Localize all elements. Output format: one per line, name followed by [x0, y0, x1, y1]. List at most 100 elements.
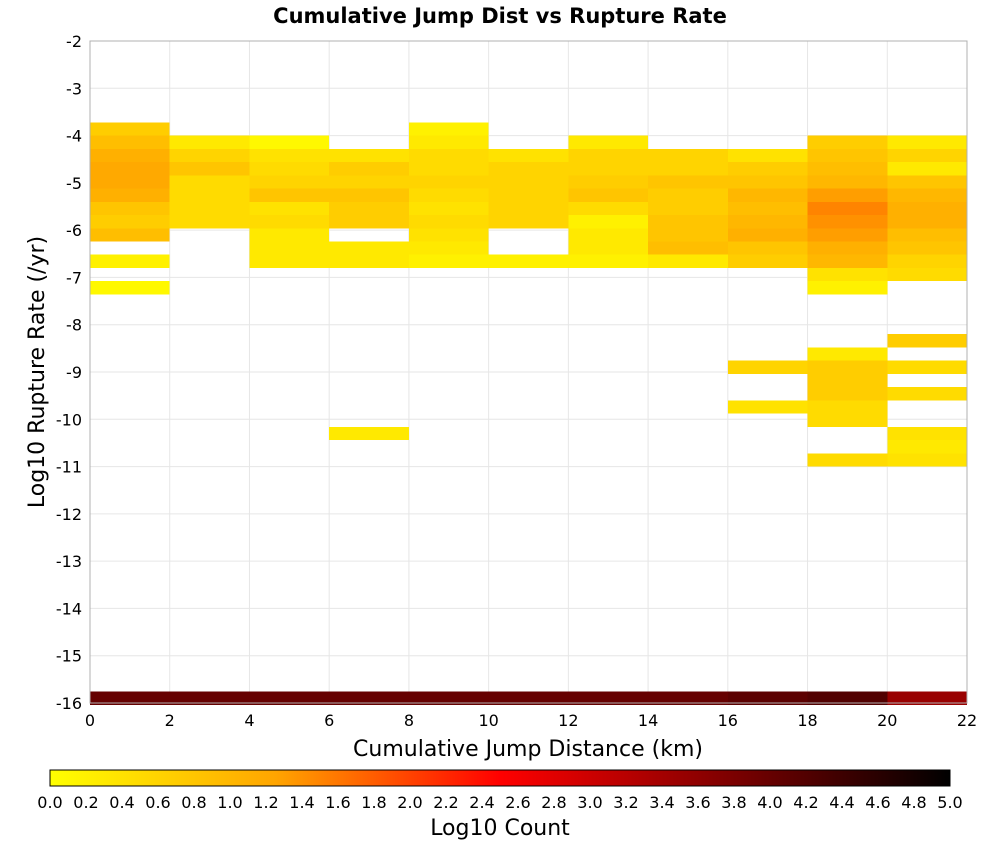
- heatmap-cell: [807, 453, 888, 467]
- y-tick-label: -11: [56, 458, 82, 477]
- heatmap-cell: [408, 162, 489, 176]
- colorbar-tick-label: 4.8: [901, 793, 926, 812]
- heatmap-cell: [568, 254, 649, 268]
- heatmap-cell: [249, 135, 330, 149]
- heatmap-cell: [249, 175, 330, 189]
- heatmap-cell: [249, 188, 330, 202]
- heatmap-cell: [887, 241, 967, 255]
- heatmap-cell: [887, 426, 967, 441]
- heatmap-cell: [648, 254, 728, 268]
- x-tick-label: 14: [638, 711, 658, 730]
- heatmap-cell: [807, 162, 888, 176]
- heatmap-cell: [648, 691, 728, 705]
- heatmap-cell: [568, 691, 649, 705]
- colorbar-tick-label: 3.4: [649, 793, 674, 812]
- colorbar-tick-label: 1.4: [289, 793, 314, 812]
- y-tick-label: -12: [56, 505, 82, 524]
- x-tick-label: 18: [797, 711, 817, 730]
- heatmap-cell: [568, 148, 649, 163]
- colorbar-tick-label: 4.6: [865, 793, 890, 812]
- heatmap-cell: [169, 175, 250, 189]
- heatmap-cell: [488, 215, 569, 229]
- heatmap-cell: [727, 241, 808, 255]
- heatmap-cell: [807, 347, 888, 361]
- heatmap-cell: [807, 400, 888, 414]
- heatmap-cell: [648, 188, 728, 202]
- heatmap-cell: [648, 201, 728, 216]
- heatmap-cell: [169, 691, 250, 705]
- heatmap-cell: [169, 162, 250, 176]
- heatmap-cell: [648, 215, 728, 229]
- x-tick-label: 10: [478, 711, 498, 730]
- colorbar-tick-label: 1.8: [361, 793, 386, 812]
- y-tick-label: -8: [66, 316, 82, 335]
- heatmap-cell: [408, 188, 489, 202]
- heatmap-cell: [169, 188, 250, 202]
- x-tick-label: 2: [165, 711, 175, 730]
- colorbar: [49, 769, 951, 787]
- y-tick-label: -6: [66, 221, 82, 240]
- heatmap-cell: [90, 188, 170, 202]
- heatmap-cell: [329, 188, 409, 202]
- heatmap-cell: [329, 254, 409, 268]
- heatmap-cell: [90, 175, 170, 189]
- y-axis-ticks: -2 -3 -4 -5 -6 -7 -8 -9 -10 -11 -12 -13 -14 -15 -16: [56, 32, 82, 713]
- heatmap-cell: [90, 254, 170, 268]
- heatmap-cell: [568, 135, 649, 149]
- heatmap-cell: [887, 135, 967, 149]
- heatmap-cell: [727, 188, 808, 202]
- y-axis-label: Log10 Rupture Rate (/yr): [25, 236, 50, 508]
- heatmap-cell: [90, 135, 170, 149]
- heatmap-cell: [568, 215, 649, 229]
- x-tick-label: 20: [877, 711, 897, 730]
- y-tick-label: -5: [66, 174, 82, 193]
- heatmap-cell: [90, 162, 170, 176]
- heatmap-cell: [727, 162, 808, 176]
- colorbar-tick-label: 0.2: [73, 793, 98, 812]
- heatmap-cell: [807, 188, 888, 202]
- heatmap-cell: [807, 228, 888, 242]
- x-axis-label: Cumulative Jump Distance (km): [353, 737, 703, 762]
- colorbar-tick-label: 0.8: [181, 793, 206, 812]
- heatmap-cell: [887, 162, 967, 176]
- heatmap-cell: [807, 373, 888, 388]
- heatmap-cell: [249, 241, 330, 255]
- colorbar-tick-label: 2.6: [505, 793, 530, 812]
- heatmap-cell: [329, 215, 409, 229]
- heatmap-cell: [249, 162, 330, 176]
- heatmap-cell: [329, 148, 409, 163]
- heatmap-cell: [727, 691, 808, 705]
- x-tick-label: 16: [718, 711, 738, 730]
- heatmap-cell: [807, 413, 888, 427]
- heatmap-cell: [807, 175, 888, 189]
- heatmap-cell: [169, 201, 250, 216]
- heatmap-cell: [727, 228, 808, 242]
- heatmap-cell: [249, 215, 330, 229]
- heatmap-cell: [329, 162, 409, 176]
- heatmap-cell: [408, 228, 489, 242]
- heatmap-cell: [807, 241, 888, 255]
- heatmap-cell: [887, 188, 967, 202]
- heatmap-cell: [568, 228, 649, 242]
- heatmap-cell: [329, 241, 409, 255]
- heatmap-cell: [727, 201, 808, 216]
- heatmap-cell: [90, 148, 170, 163]
- heatmap-cells: [90, 122, 967, 705]
- heatmap-cell: [648, 241, 728, 255]
- heatmap-cell: [887, 453, 967, 467]
- heatmap-cell: [169, 215, 250, 229]
- colorbar-tick-label: 2.0: [397, 793, 422, 812]
- heatmap-cell: [727, 360, 808, 374]
- y-tick-label: -2: [66, 32, 82, 51]
- heatmap-cell: [408, 691, 489, 705]
- heatmap-cell: [568, 175, 649, 189]
- heatmap-cell: [488, 188, 569, 202]
- colorbar-tick-label: 4.4: [829, 793, 854, 812]
- colorbar-tick-label: 3.0: [577, 793, 602, 812]
- heatmap-cell: [807, 254, 888, 268]
- heatmap-cell: [568, 188, 649, 202]
- heatmap-cell: [408, 148, 489, 163]
- heatmap-cell: [887, 691, 967, 705]
